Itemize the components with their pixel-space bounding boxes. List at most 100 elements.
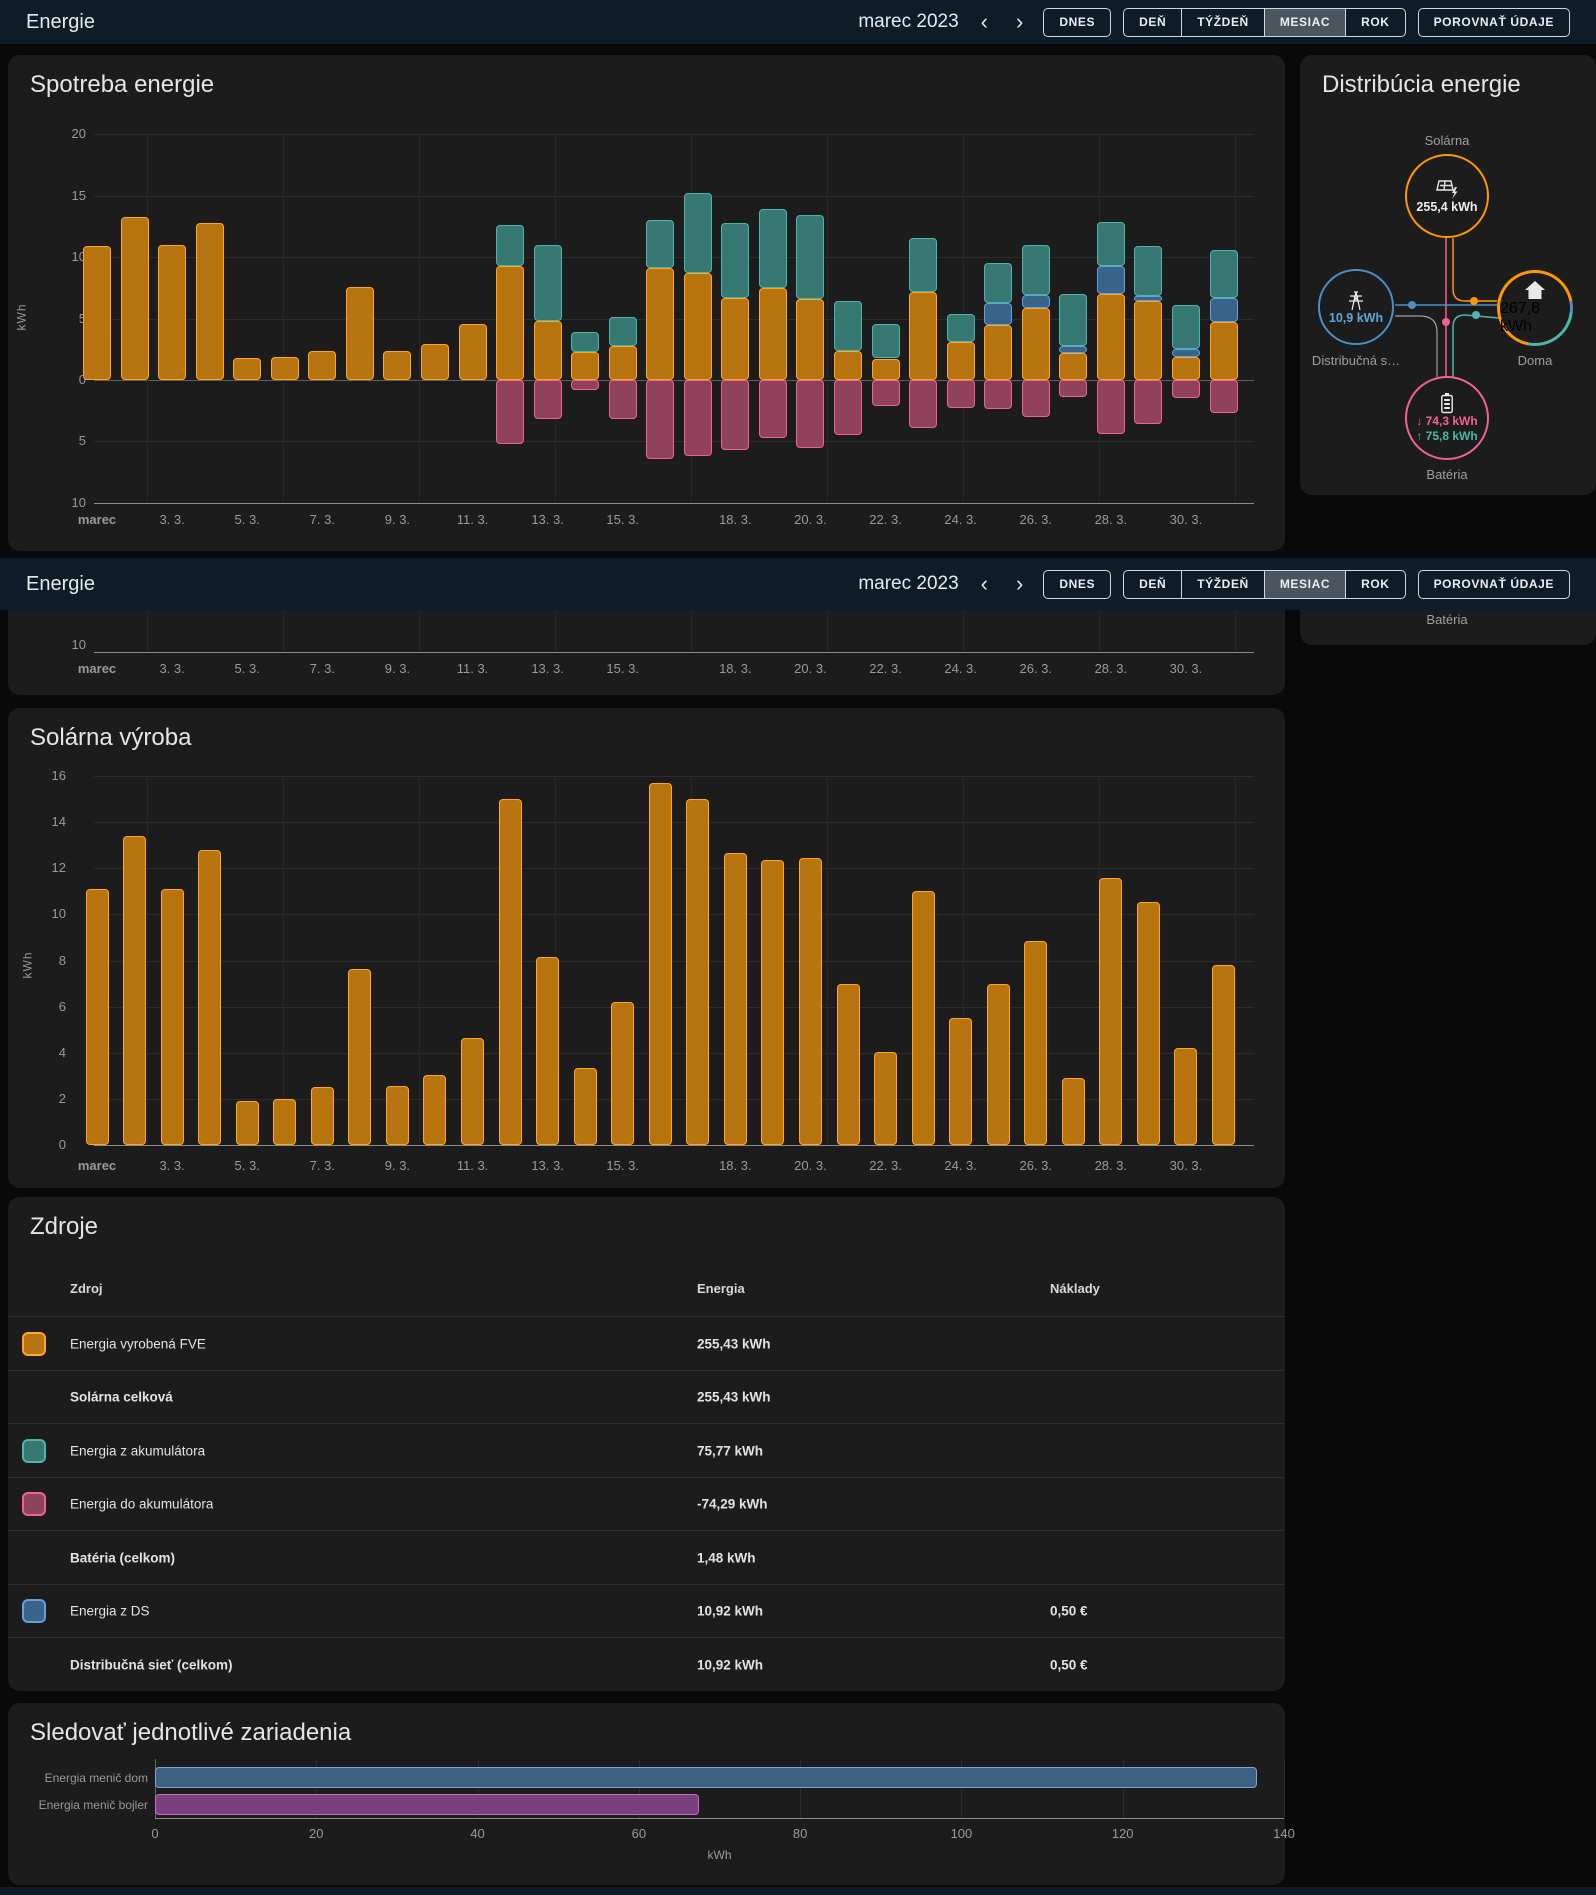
y-tick-label: 16 <box>18 768 66 783</box>
bar-battery-out-day-16 <box>646 220 674 268</box>
gridline <box>94 1053 1254 1054</box>
chevron-left-icon: ‹ <box>981 9 988 34</box>
bar-solar-day-3 <box>161 889 184 1145</box>
tab-day[interactable]: DEŇ <box>1124 9 1181 36</box>
bar-solar-day-9 <box>383 351 411 380</box>
axis-line <box>94 652 1254 653</box>
tab-day[interactable]: DEŇ <box>1124 571 1181 598</box>
bar-solar-day-20 <box>796 299 824 380</box>
gridline <box>283 610 284 652</box>
today-button[interactable]: DNES <box>1043 570 1111 599</box>
bar-battery-in-day-18 <box>721 380 749 450</box>
bar-battery-out-day-30 <box>1172 305 1200 349</box>
bar-battery-out-day-22 <box>872 324 900 359</box>
row-label: Energia vyrobená FVE <box>70 1336 206 1351</box>
x-tick-label: 22. 3. <box>856 661 916 676</box>
bar-battery-in-day-19 <box>759 380 787 438</box>
bar-solar-day-6 <box>273 1099 296 1145</box>
gridline <box>1235 610 1236 652</box>
bar-solar-day-29 <box>1134 301 1162 380</box>
row-energy: -74,29 kWh <box>697 1497 768 1512</box>
tab-week[interactable]: TÝŽDEŇ <box>1181 9 1264 36</box>
x-tick-label: 80 <box>780 1826 820 1841</box>
x-tick-label: 0 <box>135 1826 175 1841</box>
gridline <box>94 961 1254 962</box>
app-header-duplicate: Energie marec 2023 ‹ › DNES DEŇ TÝŽDEŇ M… <box>0 558 1596 610</box>
today-button[interactable]: DNES <box>1043 8 1111 37</box>
y-tick-label: 10 <box>18 495 86 510</box>
device-bar-2 <box>155 1794 699 1815</box>
prev-period-button[interactable]: ‹ <box>973 571 996 597</box>
tab-year[interactable]: ROK <box>1345 571 1404 598</box>
transmission-tower-icon <box>1345 290 1367 310</box>
bar-battery-in-day-20 <box>796 380 824 448</box>
compare-button[interactable]: POROVNAŤ ÚDAJE <box>1418 8 1570 37</box>
bar-grid-day-26 <box>1022 295 1050 307</box>
battery-in-value: ↓ 74,3 kWh <box>1416 414 1477 428</box>
tab-year[interactable]: ROK <box>1345 9 1404 36</box>
x-tick-label: 40 <box>458 1826 498 1841</box>
prev-period-button[interactable]: ‹ <box>973 9 996 35</box>
bar-solar-day-26 <box>1024 941 1047 1145</box>
chevron-right-icon: › <box>1016 571 1023 596</box>
row-energy: 75,77 kWh <box>697 1443 763 1458</box>
grid-node[interactable]: 10,9 kWh <box>1318 269 1394 345</box>
sources-card: Zdroje Zdroj Energia Náklady Energia vyr… <box>8 1197 1285 1691</box>
gridline <box>283 776 284 1145</box>
devices-card: Sledovať jednotlivé zariadenia 020406080… <box>8 1703 1285 1885</box>
grid-node-value: 10,9 kWh <box>1329 311 1383 325</box>
bar-battery-out-day-15 <box>609 317 637 345</box>
bar-solar-day-26 <box>1022 308 1050 380</box>
bar-battery-in-day-23 <box>909 380 937 428</box>
device-bar-1 <box>155 1767 1257 1788</box>
device-label: Energia menič bojler <box>8 1798 148 1812</box>
gridline <box>147 776 148 1145</box>
row-label: Energia z DS <box>70 1604 150 1619</box>
bar-solar-day-31 <box>1212 965 1235 1145</box>
bar-solar-day-28 <box>1097 294 1125 380</box>
gridline <box>827 776 828 1145</box>
row-label: Solárna celková <box>70 1390 173 1405</box>
bar-solar-day-16 <box>649 783 672 1145</box>
tab-month[interactable]: MESIAC <box>1264 9 1345 36</box>
solar-production-chart: 0246810121416marec3. 3.5. 3.7. 3.9. 3.11… <box>8 708 1285 1188</box>
next-period-button[interactable]: › <box>1008 9 1031 35</box>
x-tick-label: 13. 3. <box>518 512 578 527</box>
bar-battery-out-day-25 <box>984 263 1012 302</box>
header-bottom-sliver <box>0 1887 1596 1895</box>
next-period-button[interactable]: › <box>1008 571 1031 597</box>
bar-solar-day-22 <box>874 1052 897 1145</box>
bar-solar-day-13 <box>534 321 562 380</box>
row-label: Batéria (celkom) <box>70 1550 175 1565</box>
header-controls: marec 2023 ‹ › DNES DEŇ TÝŽDEŇ MESIAC RO… <box>858 8 1570 37</box>
bar-battery-in-day-16 <box>646 380 674 459</box>
bar-solar-day-27 <box>1059 353 1087 380</box>
bar-solar-day-7 <box>311 1087 334 1145</box>
bar-solar-day-25 <box>987 984 1010 1145</box>
battery-node-label: Batéria <box>1426 467 1467 482</box>
consumption-card-remnant: 10marec3. 3.5. 3.7. 3.9. 3.11. 3.13. 3.1… <box>8 610 1285 695</box>
solar-node-label: Solárna <box>1425 133 1470 148</box>
battery-discharge-dot <box>1472 311 1480 319</box>
devices-chart: 020406080100120140Energia menič domEnerg… <box>8 1703 1285 1885</box>
bar-solar-day-30 <box>1172 357 1200 380</box>
gridline <box>419 134 420 503</box>
x-tick-label: 30. 3. <box>1156 512 1216 527</box>
consumption-chart-remnant: 10marec3. 3.5. 3.7. 3.9. 3.11. 3.13. 3.1… <box>8 610 1285 695</box>
bar-grid-day-30 <box>1172 349 1200 356</box>
tab-week[interactable]: TÝŽDEŇ <box>1181 571 1264 598</box>
x-tick-label: 28. 3. <box>1081 661 1141 676</box>
bar-solar-day-8 <box>348 969 371 1145</box>
bar-battery-in-day-13 <box>534 380 562 419</box>
battery-node[interactable]: ↓ 74,3 kWh ↑ 75,8 kWh <box>1405 376 1489 460</box>
x-tick-label: 26. 3. <box>1006 1158 1066 1173</box>
home-node[interactable]: 267,8 kWh <box>1497 270 1573 346</box>
row-energy: 255,43 kWh <box>697 1390 771 1405</box>
x-tick-label: marec <box>67 512 127 527</box>
gridline <box>94 134 1254 135</box>
row-energy: 10,92 kWh <box>697 1657 763 1672</box>
tab-month[interactable]: MESIAC <box>1264 571 1345 598</box>
gridline <box>419 776 420 1145</box>
solar-node[interactable]: 255,4 kWh <box>1405 154 1489 238</box>
compare-button[interactable]: POROVNAŤ ÚDAJE <box>1418 570 1570 599</box>
